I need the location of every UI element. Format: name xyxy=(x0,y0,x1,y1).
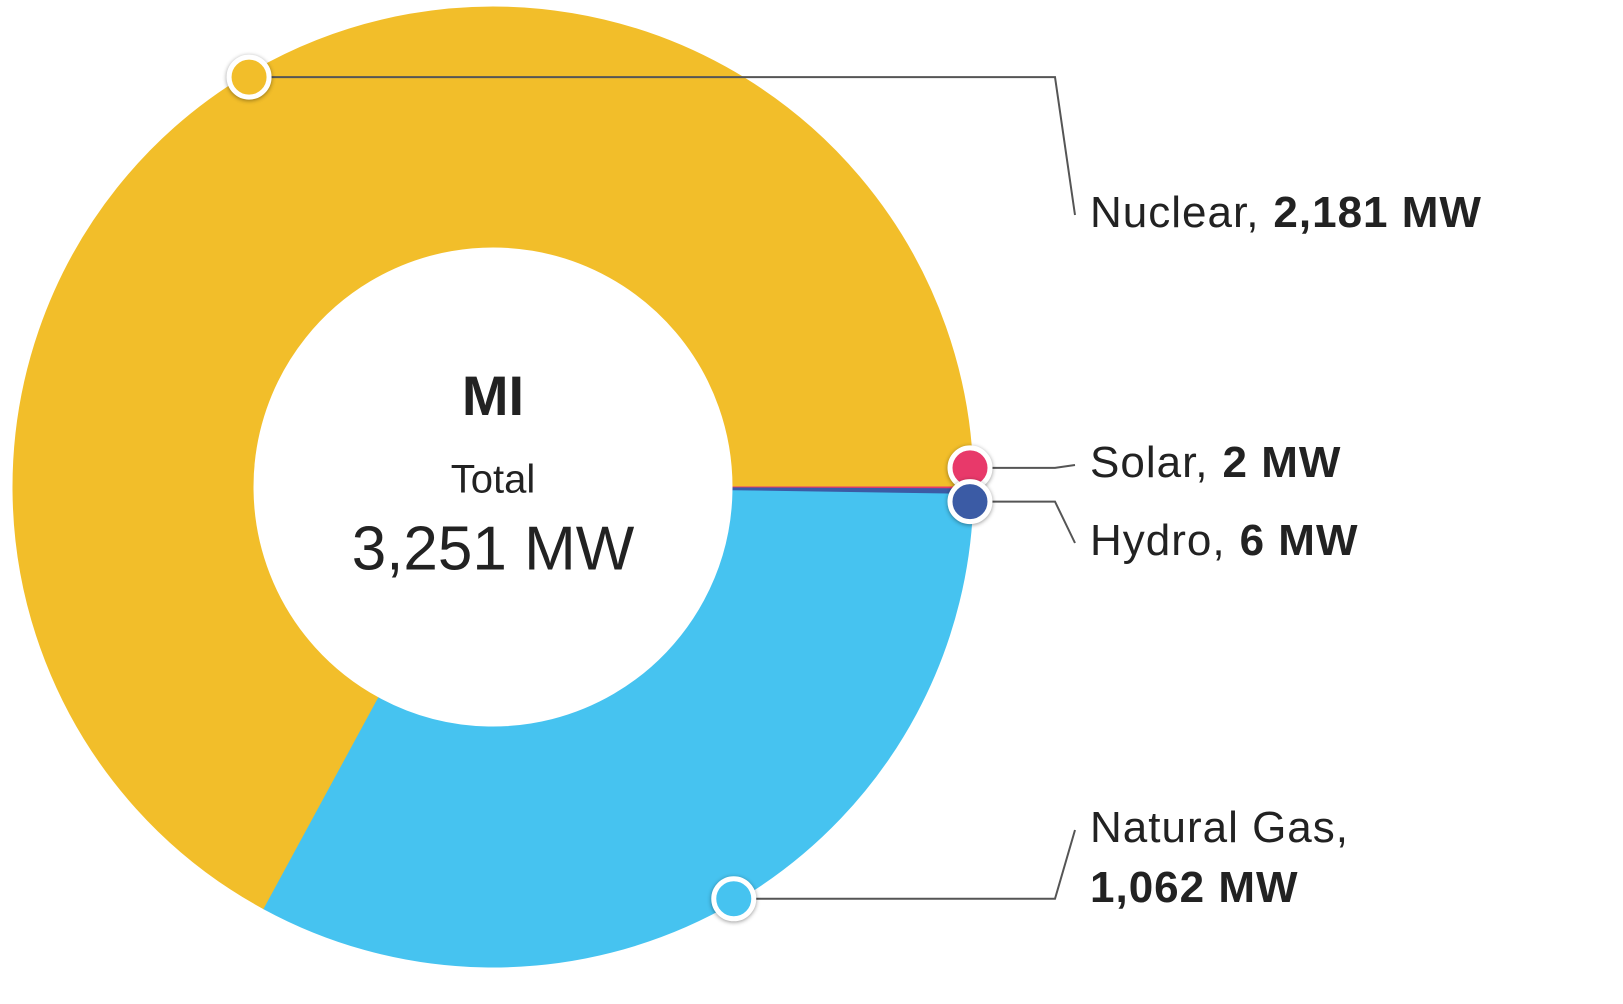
leader-line xyxy=(969,464,1076,469)
value-label: 2 MW xyxy=(1223,438,1342,487)
slice-label: Solar, 2 MW xyxy=(1090,438,1341,487)
leader-line xyxy=(249,76,1076,216)
category-name: Nuclear, xyxy=(1090,188,1259,237)
category-name: Hydro, xyxy=(1090,516,1226,565)
leader-line xyxy=(969,500,1076,544)
value-label: 6 MW xyxy=(1240,516,1359,565)
center-label: Total xyxy=(451,458,536,502)
category-name: Natural Gas, xyxy=(1090,803,1349,852)
center-value: 3,251 MW xyxy=(352,514,635,583)
slice-marker xyxy=(711,876,757,922)
slice xyxy=(12,6,974,910)
slice xyxy=(263,490,974,968)
value-label: 2,181 MW xyxy=(1273,188,1482,237)
center-title: MI xyxy=(462,364,524,427)
slice-marker xyxy=(947,479,993,525)
slice-label: Natural Gas, 1,062 MW xyxy=(1090,803,1349,912)
labels: Nuclear, 2,181 MW Solar, 2 MW Hydro, 6 MW Natu… xyxy=(226,54,1482,922)
slice-label: Hydro, 6 MW xyxy=(1090,516,1358,565)
slice-marker xyxy=(226,54,272,100)
value-label: 1,062 MW xyxy=(1090,863,1299,912)
slice-label: Nuclear, 2,181 MW xyxy=(1090,188,1482,237)
leader-line xyxy=(733,829,1076,900)
donut xyxy=(12,6,974,968)
category-name: Solar, xyxy=(1090,438,1209,487)
